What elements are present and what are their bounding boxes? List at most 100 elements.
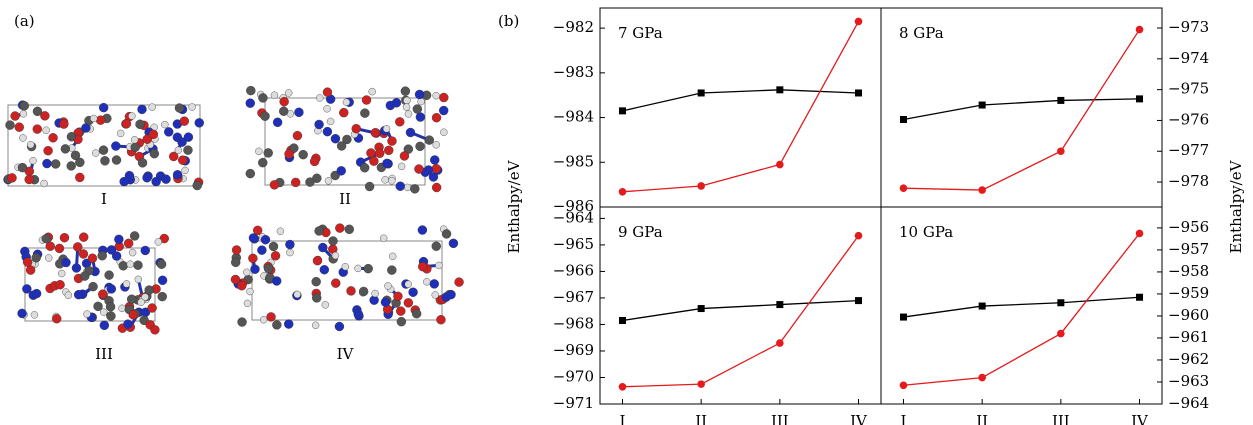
- y-tick-label: −957: [1168, 240, 1209, 258]
- atom: [386, 101, 395, 110]
- atom: [294, 108, 303, 117]
- atom: [324, 105, 331, 112]
- atom: [430, 155, 439, 164]
- marker: [776, 339, 784, 347]
- atom: [122, 119, 131, 128]
- x-tick-label: IV: [850, 412, 868, 425]
- atom: [335, 224, 344, 233]
- atom: [429, 172, 438, 181]
- y-tick-label: −967: [553, 288, 594, 306]
- atom: [365, 182, 374, 191]
- atom: [343, 99, 350, 106]
- atom: [261, 235, 270, 244]
- atom: [129, 310, 138, 319]
- x-tick-label: III: [771, 412, 789, 425]
- y-tick-label: −964: [553, 208, 594, 226]
- y-tick-label: −961: [1168, 328, 1209, 346]
- atom: [439, 106, 448, 115]
- atom: [8, 173, 17, 182]
- atom: [180, 117, 189, 126]
- marker: [900, 184, 908, 192]
- atom: [258, 93, 267, 102]
- atom: [106, 302, 115, 311]
- atom: [305, 178, 314, 187]
- atom: [360, 109, 369, 118]
- atom: [72, 263, 81, 272]
- atom: [418, 98, 425, 105]
- panel-label: (a): [14, 12, 35, 30]
- atom: [432, 183, 441, 192]
- atom: [339, 108, 348, 117]
- atom: [89, 282, 98, 291]
- atom: [316, 94, 323, 101]
- atom: [22, 284, 31, 293]
- marker: [697, 182, 705, 190]
- series-line: [622, 90, 858, 111]
- atom: [131, 136, 138, 143]
- atom: [184, 133, 193, 142]
- atom: [67, 132, 76, 141]
- atom: [397, 317, 406, 326]
- marker: [1057, 299, 1064, 306]
- atom: [148, 303, 157, 312]
- y-tick-label: −971: [553, 394, 594, 412]
- atom: [244, 300, 251, 307]
- atom: [401, 87, 410, 96]
- atom: [383, 125, 390, 132]
- atom: [257, 246, 266, 255]
- atom: [100, 156, 109, 165]
- atom: [182, 167, 189, 174]
- atom: [364, 264, 373, 273]
- atom: [384, 282, 391, 289]
- panel-label: (b): [498, 12, 519, 30]
- atom: [71, 151, 80, 160]
- atom: [258, 158, 267, 167]
- atom: [315, 120, 324, 129]
- marker: [855, 232, 863, 240]
- x-tick-label: I: [901, 412, 907, 425]
- atom: [15, 123, 24, 132]
- atom: [6, 121, 15, 130]
- atom: [261, 112, 270, 121]
- atom: [323, 127, 332, 136]
- atom: [107, 284, 116, 293]
- atom: [175, 104, 184, 113]
- marker: [619, 188, 627, 196]
- atom: [247, 288, 254, 295]
- structure-label: I: [101, 190, 107, 208]
- marker: [1136, 26, 1144, 34]
- atom: [406, 128, 415, 137]
- atom: [331, 279, 340, 288]
- series-line: [903, 297, 1139, 317]
- atom: [439, 93, 448, 102]
- atom: [272, 276, 281, 285]
- atom: [250, 265, 259, 274]
- atom: [310, 157, 319, 166]
- atom: [432, 113, 441, 122]
- atom: [318, 243, 327, 252]
- atom: [381, 298, 390, 307]
- atom: [410, 184, 419, 193]
- atom: [325, 177, 332, 184]
- atom: [42, 159, 51, 168]
- subplot-title: 9 GPa: [618, 223, 663, 241]
- atom: [388, 177, 395, 184]
- atom: [372, 290, 379, 297]
- atom: [43, 127, 50, 134]
- atom: [138, 299, 145, 306]
- atom: [430, 279, 439, 288]
- atom: [138, 105, 147, 114]
- atom: [155, 238, 162, 245]
- marker: [979, 303, 986, 310]
- atom: [42, 234, 51, 243]
- atom: [412, 309, 421, 318]
- atom: [81, 123, 90, 132]
- atom: [164, 127, 173, 136]
- marker: [855, 89, 862, 96]
- atom: [332, 252, 339, 259]
- atom: [189, 104, 196, 111]
- atom: [123, 320, 132, 329]
- atom: [158, 276, 167, 285]
- atom: [433, 141, 440, 148]
